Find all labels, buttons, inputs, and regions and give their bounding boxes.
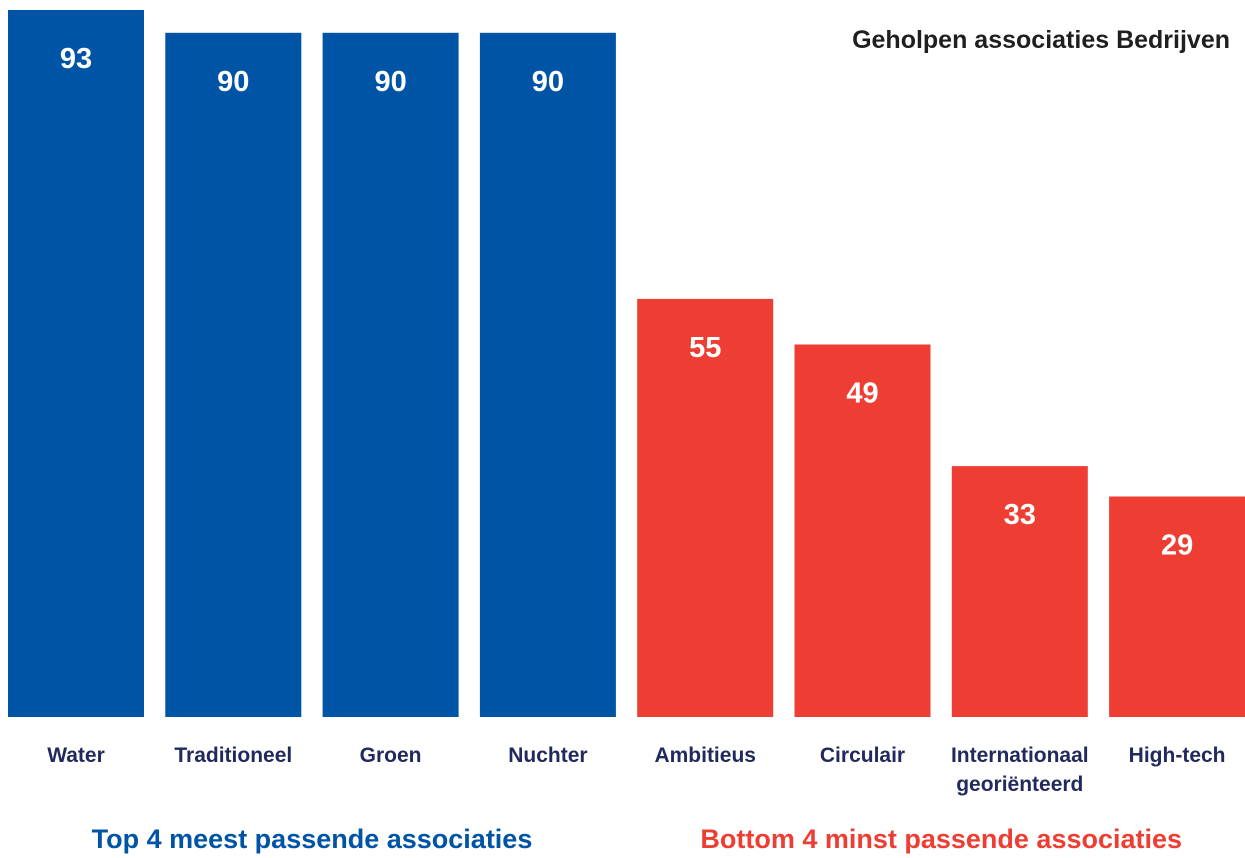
group-labels: Top 4 meest passende associaties Bottom 4… — [92, 824, 1182, 854]
category-label-high-tech: High-tech — [1129, 744, 1226, 767]
bar-circulair — [794, 344, 931, 717]
category-labels: Water Traditioneel Groen Nuchter Ambitieus Ci… — [47, 744, 1225, 796]
bar-value-water: 93 — [60, 43, 92, 75]
bar-ambitieus — [637, 298, 774, 717]
bar-value-internationaal-georienteerd: 33 — [1004, 499, 1036, 531]
bars-group — [8, 10, 1245, 718]
category-label-internationaal-georienteerd: Internationaal georiënteerd — [951, 744, 1089, 796]
bar-traditioneel — [165, 32, 302, 718]
bar-groen — [322, 32, 459, 718]
category-label-groen: Groen — [360, 744, 422, 767]
category-label-water: Water — [47, 744, 105, 767]
group-label-top: Top 4 meest passende associaties — [92, 824, 533, 854]
bar-value-high-tech: 29 — [1161, 530, 1193, 562]
bar-value-nuchter: 90 — [532, 66, 564, 98]
bar-internationaal-georienteerd — [951, 466, 1088, 717]
bar-value-ambitieus: 55 — [689, 332, 721, 364]
bar-value-circulair: 49 — [846, 378, 878, 410]
chart-title: Geholpen associaties Bedrijven — [852, 26, 1230, 54]
category-label-traditioneel: Traditioneel — [174, 744, 292, 767]
category-label-nuchter: Nuchter — [508, 744, 587, 767]
category-label-ambitieus: Ambitieus — [654, 744, 756, 767]
category-label-circulair: Circulair — [820, 744, 905, 767]
bar-high-tech — [1109, 496, 1245, 717]
bar-value-labels: 93 90 90 90 55 49 33 29 — [60, 43, 1193, 562]
group-label-bottom: Bottom 4 minst passende associaties — [700, 824, 1182, 854]
bar-value-groen: 90 — [374, 66, 406, 98]
bar-nuchter — [479, 32, 616, 718]
bar-water — [8, 10, 144, 717]
bar-value-traditioneel: 90 — [217, 66, 249, 98]
